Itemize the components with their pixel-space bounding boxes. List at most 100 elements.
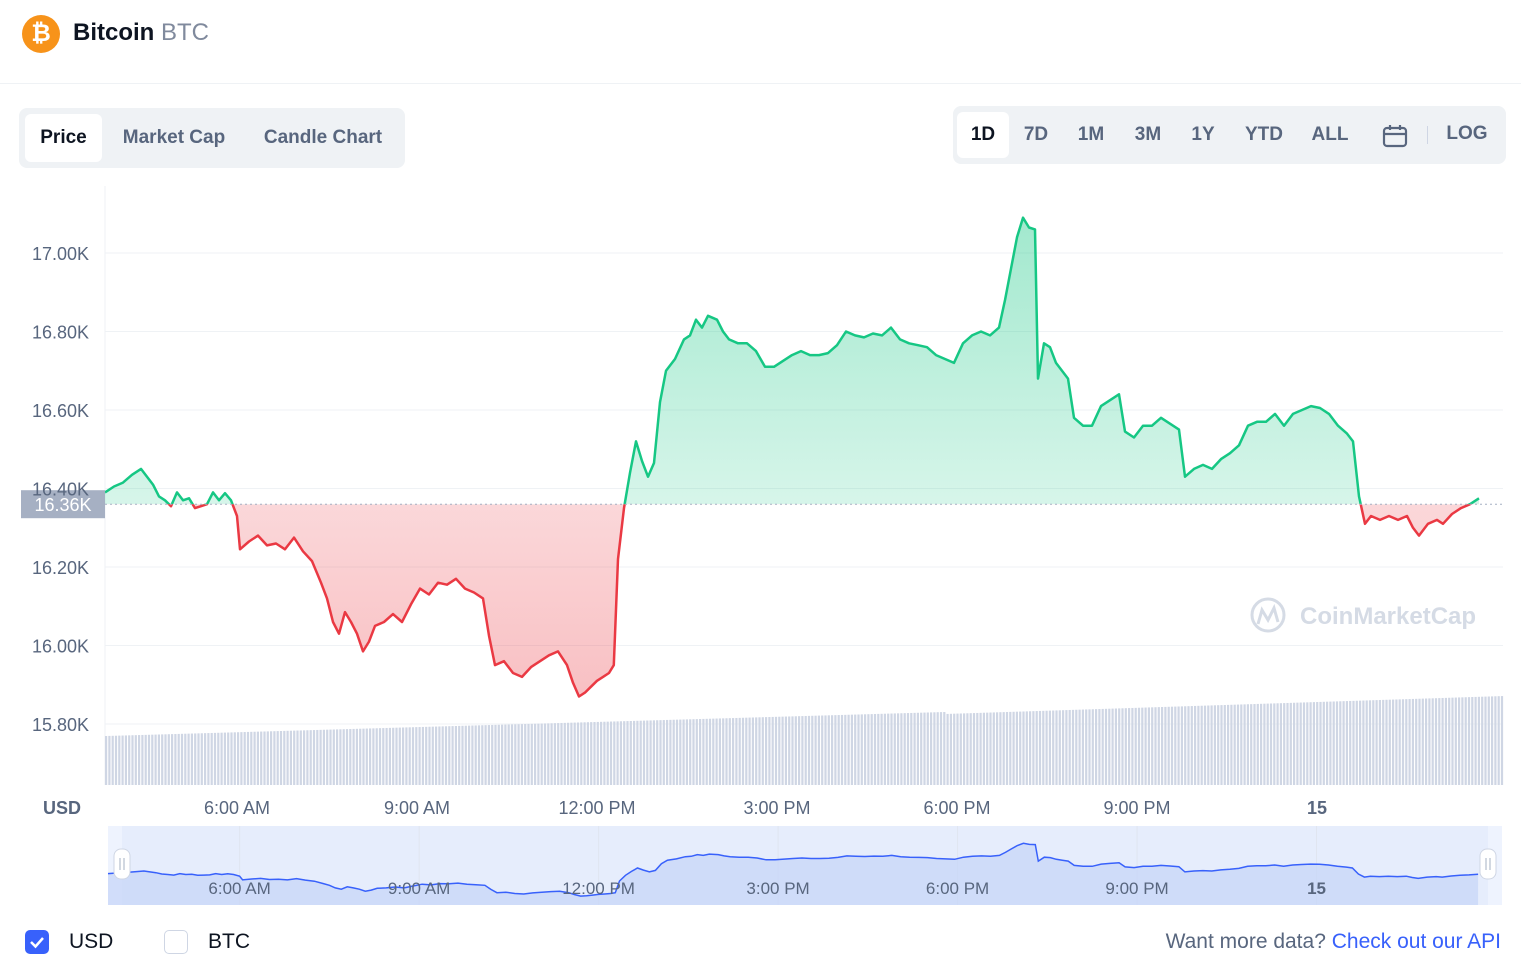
volume-bar [1141,707,1144,785]
range-all[interactable]: ALL [1311,124,1349,145]
volume-bar [817,715,820,785]
volume-bar [138,735,141,785]
volume-bar [1269,703,1273,785]
navigator-tick-label: 9:00 AM [388,879,450,898]
volume-bar [296,730,299,785]
volume-bar [798,716,801,785]
volume-bar [1342,701,1345,785]
volume-bar [972,713,976,785]
volume-bar [659,720,662,785]
check-icon [30,937,44,949]
volume-bar [204,733,207,785]
volume-bar [1045,710,1048,785]
time-range-selector: 1D 7D 1M 3M 1Y YTD ALL LOG [953,106,1506,164]
tab-market-cap[interactable]: Market Cap [122,127,226,148]
volume-bar [725,718,728,785]
x-tick-label: 3:00 PM [743,798,810,818]
volume-bar [1388,699,1391,785]
volume-bar [534,723,537,785]
volume-bar [1491,696,1494,785]
volume-bar [1368,700,1372,785]
volume-bar [322,729,325,785]
range-navigator[interactable]: 6:00 AM 9:00 AM 12:00 PM 3:00 PM 6:00 PM 9:00… [107,826,1502,905]
volume-bar [1293,702,1296,785]
volume-bar [1095,709,1098,785]
volume-bar [1085,709,1088,785]
range-1y[interactable]: 1Y [1191,124,1215,145]
volume-bar [1481,696,1484,785]
volume-bar [527,723,530,785]
tab-candle-chart[interactable]: Candle Chart [263,127,383,148]
volume-bar [342,729,345,785]
volume-bar [692,719,695,785]
volume-bar [672,719,675,785]
volume-bar [890,713,893,785]
volume-bar [540,723,543,785]
volume-bar [1104,708,1108,785]
volume-bar [187,733,190,785]
btc-checkbox[interactable] [164,930,188,954]
volume-bar [477,725,481,785]
usd-checkbox[interactable] [25,930,49,954]
volume-bar [646,720,649,785]
volume-bar [1055,710,1058,785]
volume-bar [1454,697,1457,785]
api-link[interactable]: Check out our API [1331,930,1501,953]
price-area-up [105,217,1479,505]
volume-bar [850,714,853,785]
navigator-left-handle[interactable] [113,848,131,880]
volume-bar [402,727,405,785]
volume-bar [989,712,992,785]
volume-bar [494,724,497,785]
volume-bar [1078,709,1081,785]
volume-bar [444,726,448,785]
volume-bar [329,729,332,785]
volume-bar [679,719,682,785]
range-7d[interactable]: 7D [1023,124,1049,145]
volume-bar [976,712,979,785]
range-3m[interactable]: 3M [1134,124,1162,145]
volume-bar [1032,711,1035,785]
volume-bar [369,728,372,785]
price-chart[interactable]: CoinMarketCap 16.36K 15.80K16.00K16.20K1… [0,180,1521,915]
volume-bar [336,729,339,785]
volume-bar [151,734,154,785]
volume-bar [451,726,454,785]
volume-bar [930,712,933,785]
btc-label[interactable]: BTC [208,930,250,953]
navigator-right-handle[interactable] [1479,848,1497,880]
volume-bars [105,696,1504,785]
volume-bar [953,713,956,785]
tab-price[interactable]: Price [25,114,102,162]
volume-bar [1464,697,1467,785]
volume-bar [669,719,672,785]
volume-bar [1335,701,1339,785]
range-1m[interactable]: 1M [1077,124,1105,145]
volume-bar [306,730,309,785]
range-1d[interactable]: 1D [957,112,1009,158]
volume-bar [1260,703,1263,785]
volume-bar [161,734,164,785]
usd-label[interactable]: USD [69,930,114,953]
volume-bar [626,721,629,785]
volume-bar [923,712,926,785]
volume-bar [1190,706,1193,785]
volume-bar [827,715,830,785]
volume-bar [910,712,913,785]
volume-bar [712,718,715,785]
range-ytd[interactable]: YTD [1245,124,1283,145]
volume-bar [695,719,698,785]
baseline-label-box [21,490,105,519]
price-line-up [104,216,1480,505]
volume-bar [289,730,292,785]
navigator-tick-label: 6:00 AM [208,879,270,898]
volume-bar [362,728,365,785]
volume-bar [260,731,263,785]
calendar-icon[interactable] [1382,124,1408,148]
volume-bar [415,727,418,785]
volume-bar [1154,707,1157,785]
volume-bar [1203,705,1207,785]
volume-bar [689,719,692,785]
volume-bar [1118,708,1121,785]
log-scale-toggle[interactable]: LOG [1446,123,1488,144]
